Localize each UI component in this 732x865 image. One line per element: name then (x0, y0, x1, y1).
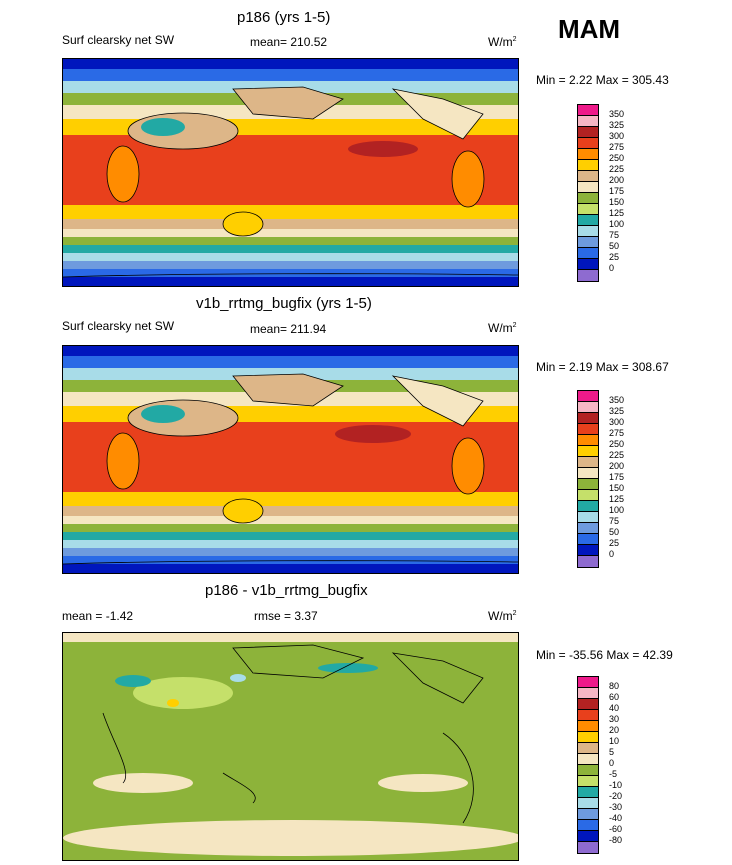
panel2-tick: 200 (609, 461, 625, 471)
panel1-tick: 100 (609, 219, 625, 229)
panel3-tick: -80 (609, 835, 623, 845)
panel3-tick: 0 (609, 758, 615, 768)
panel3-mean: mean = -1.42 (62, 609, 134, 623)
panel3-tick: 30 (609, 714, 620, 724)
panel3-minmax: Min = -35.56 Max = 42.39 (536, 648, 673, 662)
panel2-tick: 300 (609, 417, 625, 427)
panel3-tick: -30 (609, 802, 623, 812)
season-label: MAM (558, 14, 621, 44)
panel3-tick: 5 (609, 747, 615, 757)
panel1-tick: 50 (609, 241, 620, 251)
panel3-tick: 40 (609, 703, 620, 713)
panel3-tick: 10 (609, 736, 620, 746)
panel2-tick: 325 (609, 406, 625, 416)
panel3-map (62, 632, 519, 861)
panel1-tick: 325 (609, 120, 625, 130)
panel3-units: W/m2 (488, 609, 517, 623)
panel2-minmax: Min = 2.19 Max = 308.67 (536, 360, 669, 374)
panel3-tick: -20 (609, 791, 623, 801)
panel3-tick: 20 (609, 725, 620, 735)
panel1-title: p186 (yrs 1-5) (237, 9, 331, 26)
panel2-tick: 350 (609, 395, 625, 405)
panel2-map (62, 345, 519, 574)
panel2-tick: 0 (609, 549, 615, 559)
panel2-tick: 150 (609, 483, 625, 493)
panel2-mean: mean= 211.94 (250, 322, 327, 336)
panel3-tick: 80 (609, 681, 620, 691)
panel2-tick: 25 (609, 538, 620, 548)
panel1-tick: 225 (609, 164, 625, 174)
panel2-tick: 225 (609, 450, 625, 460)
panel2-tick: 250 (609, 439, 625, 449)
panel1-tick: 75 (609, 230, 620, 240)
panel1-tick: 250 (609, 153, 625, 163)
panel2-tick: 50 (609, 527, 620, 537)
panel3-tick: -60 (609, 824, 623, 834)
panel2-variable-label: Surf clearsky net SW (62, 319, 175, 333)
panel2-tick: 100 (609, 505, 625, 515)
panel1-tick: 175 (609, 186, 625, 196)
panel2-colorbar (577, 390, 599, 568)
panel2-tick: 175 (609, 472, 625, 482)
panel3-title: p186 - v1b_rrtmg_bugfix (205, 582, 368, 599)
panel2-tick: 125 (609, 494, 625, 504)
panel2-tick: 275 (609, 428, 625, 438)
panel1-minmax: Min = 2.22 Max = 305.43 (536, 73, 669, 87)
panel3-tick: -10 (609, 780, 623, 790)
panel1-colorbar (577, 104, 599, 282)
panel3-tick: -40 (609, 813, 623, 823)
panel3-tick: -5 (609, 769, 618, 779)
panel1-tick: 0 (609, 263, 615, 273)
panel2-title: v1b_rrtmg_bugfix (yrs 1-5) (196, 295, 372, 312)
panel1-tick: 125 (609, 208, 625, 218)
panel1-tick: 200 (609, 175, 625, 185)
panel3-rmse: rmse = 3.37 (254, 609, 318, 623)
panel1-map (62, 58, 519, 287)
panel1-tick: 275 (609, 142, 625, 152)
panel1-tick: 300 (609, 131, 625, 141)
panel2-units: W/m2 (488, 321, 517, 335)
panel1-variable-label: Surf clearsky net SW (62, 33, 175, 47)
panel1-units: W/m2 (488, 35, 517, 49)
panel1-tick: 150 (609, 197, 625, 207)
panel2-tick: 75 (609, 516, 620, 526)
panel3-colorbar (577, 676, 599, 854)
panel1-mean: mean= 210.52 (250, 35, 328, 49)
panel1-tick: 350 (609, 109, 625, 119)
panel1-tick: 25 (609, 252, 620, 262)
panel3-tick: 60 (609, 692, 620, 702)
